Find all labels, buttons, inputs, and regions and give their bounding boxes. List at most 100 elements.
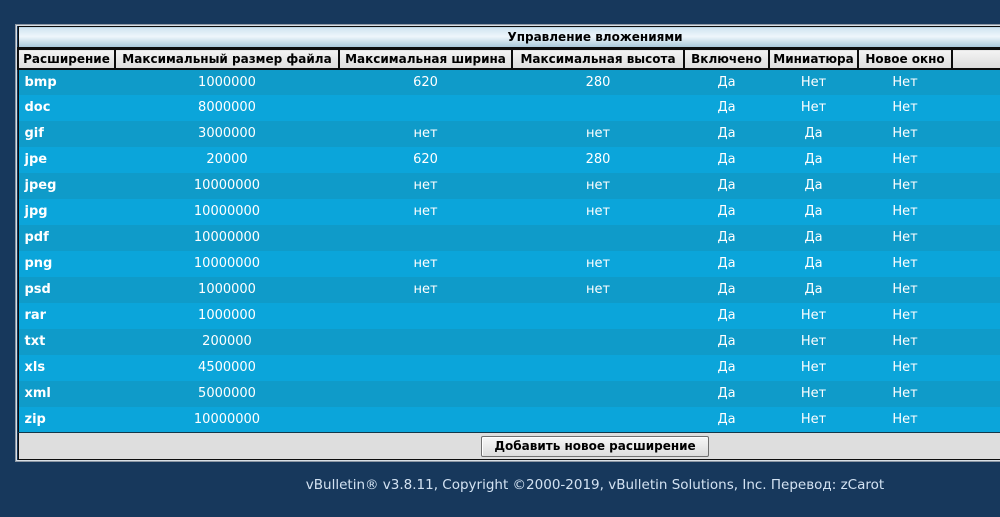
cell-new-window: Нет [892, 282, 918, 297]
cell-max-width: нет [413, 126, 438, 141]
column-header-max-width: Максимальная ширина [338, 47, 513, 70]
cell-enabled: Да [717, 308, 736, 323]
cell-new-window: Нет [892, 334, 918, 349]
cell-new-window: Нет [892, 74, 918, 90]
copyright-text: vBulletin® v3.8.11, Copyright ©2000-2019… [305, 477, 885, 493]
cell-thumbnail: Да [804, 256, 823, 271]
table-row: pdf 10000000 Да Да Нет [18, 224, 1000, 251]
cell-max-width: 620 [413, 74, 438, 90]
cell-max-height: нет [585, 282, 611, 297]
cell-enabled: Да [717, 74, 736, 90]
cell-actions [952, 69, 1000, 95]
cell-thumbnail: Да [804, 204, 823, 219]
cell-thumbnail: Да [804, 178, 823, 193]
cell-max-width: 620 [413, 152, 438, 167]
cell-ext: xml [24, 386, 51, 401]
cell-new-window: Нет [892, 256, 918, 271]
cell-max-height: 280 [585, 152, 611, 167]
cell-max-height [512, 329, 684, 355]
cell-max-width [339, 303, 512, 329]
cell-enabled: Да [717, 256, 736, 271]
add-extension-button[interactable]: Добавить новое расширение [481, 436, 709, 457]
cell-actions [952, 251, 1000, 277]
column-header-enabled: Включено [683, 47, 770, 70]
cell-actions [952, 225, 1000, 251]
cell-thumbnail: Нет [800, 74, 827, 90]
attachment-manager-panel: Управление вложениями Расширение Максима… [15, 24, 1000, 462]
cell-thumbnail: Нет [800, 334, 827, 349]
table-row: jpeg 10000000 нет нет Да Да Нет [18, 172, 1000, 199]
cell-max-width: нет [413, 204, 438, 219]
cell-max-height [512, 303, 684, 329]
cell-actions [952, 173, 1000, 199]
cell-actions [952, 355, 1000, 381]
cell-max-height [512, 407, 684, 433]
cell-ext: jpe [24, 152, 48, 167]
cell-new-window: Нет [892, 230, 918, 245]
cell-max-height: нет [585, 256, 611, 271]
cell-new-window: Нет [892, 100, 918, 115]
cell-new-window: Нет [892, 126, 918, 141]
cell-actions [952, 95, 1000, 121]
cell-thumbnail: Нет [800, 411, 827, 427]
column-header-thumbnail: Миниатюра [768, 47, 859, 70]
cell-ext: jpg [24, 204, 48, 219]
table-row: rar 1000000 Да Нет Нет [18, 302, 1000, 329]
table-row: psd 1000000 нет нет Да Да Нет [18, 276, 1000, 303]
cell-new-window: Нет [892, 152, 918, 167]
table-row: xml 5000000 Да Нет Нет [18, 380, 1000, 407]
cell-max-size: 5000000 [198, 386, 256, 401]
cell-max-height [512, 381, 684, 407]
cell-thumbnail: Нет [800, 308, 827, 323]
attachment-table: Управление вложениями Расширение Максима… [17, 26, 1000, 460]
cell-ext: png [24, 256, 53, 271]
table-row: gif 3000000 нет нет Да Да Нет [18, 120, 1000, 147]
cell-max-size: 10000000 [193, 230, 261, 245]
cell-ext: jpeg [24, 178, 57, 193]
cell-max-width [339, 381, 512, 407]
cell-ext: rar [24, 308, 47, 323]
column-header-new-window: Новое окно [857, 47, 953, 70]
cell-ext: xls [24, 360, 46, 375]
cell-thumbnail: Да [804, 126, 823, 141]
cell-ext: zip [24, 411, 46, 427]
cell-actions [952, 199, 1000, 225]
cell-new-window: Нет [892, 386, 918, 401]
table-row: png 10000000 нет нет Да Да Нет [18, 250, 1000, 277]
cell-enabled: Да [717, 360, 736, 375]
cell-max-width [339, 407, 512, 433]
cell-max-size: 1000000 [198, 74, 256, 90]
table-row: xls 4500000 Да Нет Нет [18, 354, 1000, 381]
cell-max-height: нет [585, 178, 611, 193]
cell-max-width [339, 355, 512, 381]
cell-max-size: 200000 [202, 334, 252, 349]
cell-new-window: Нет [892, 411, 918, 427]
cell-max-size: 1000000 [198, 308, 256, 323]
cell-thumbnail: Да [804, 282, 823, 297]
cell-actions [952, 303, 1000, 329]
cell-max-width: нет [413, 256, 438, 271]
cell-enabled: Да [717, 204, 736, 219]
cell-max-size: 20000 [206, 152, 248, 167]
cell-max-height [512, 355, 684, 381]
cell-actions [952, 329, 1000, 355]
cell-max-size: 1000000 [198, 282, 256, 297]
cell-actions [952, 121, 1000, 147]
table-footer-bar: Добавить новое расширение [18, 432, 1000, 460]
cell-max-size: 4500000 [198, 360, 256, 375]
cell-max-height: нет [585, 204, 611, 219]
cell-actions [952, 381, 1000, 407]
column-header-extension: Расширение [17, 47, 116, 70]
cell-ext: bmp [24, 74, 57, 90]
cell-ext: doc [24, 100, 51, 115]
admin-page: Управление вложениями Расширение Максима… [0, 24, 1000, 493]
cell-ext: psd [24, 282, 51, 297]
cell-max-width: нет [413, 178, 438, 193]
cell-new-window: Нет [892, 178, 918, 193]
table-row: zip 10000000 Да Нет Нет [18, 406, 1000, 433]
cell-ext: txt [24, 334, 46, 349]
cell-max-size: 8000000 [198, 100, 256, 115]
cell-max-size: 10000000 [193, 204, 261, 219]
column-header-actions [951, 47, 1000, 70]
cell-thumbnail: Да [804, 230, 823, 245]
